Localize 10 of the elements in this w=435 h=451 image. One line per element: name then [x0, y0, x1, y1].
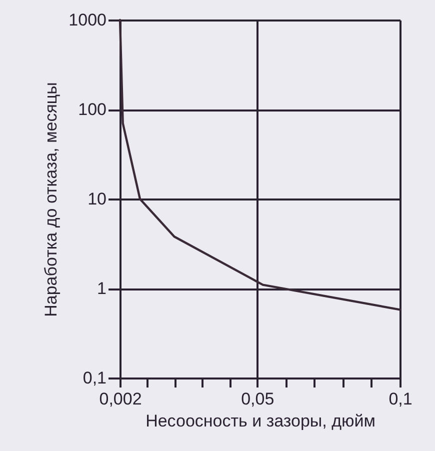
y-axis-title: Наработка до отказа, месяцы	[42, 82, 61, 317]
y-tick-label: 1	[97, 279, 106, 298]
y-tick-label: 0,1	[82, 368, 106, 388]
x-tick-label: 0,002	[99, 390, 142, 408]
x-tick-label: 0,05	[241, 390, 274, 408]
y-tick-label: 10	[88, 190, 106, 208]
x-tick-label: 0,1	[388, 390, 412, 408]
x-axis-title: Несоосность и зазоры, дюйм	[146, 412, 376, 430]
y-tick-label: 100	[78, 100, 106, 119]
y-tick-label: 1000	[68, 10, 106, 30]
